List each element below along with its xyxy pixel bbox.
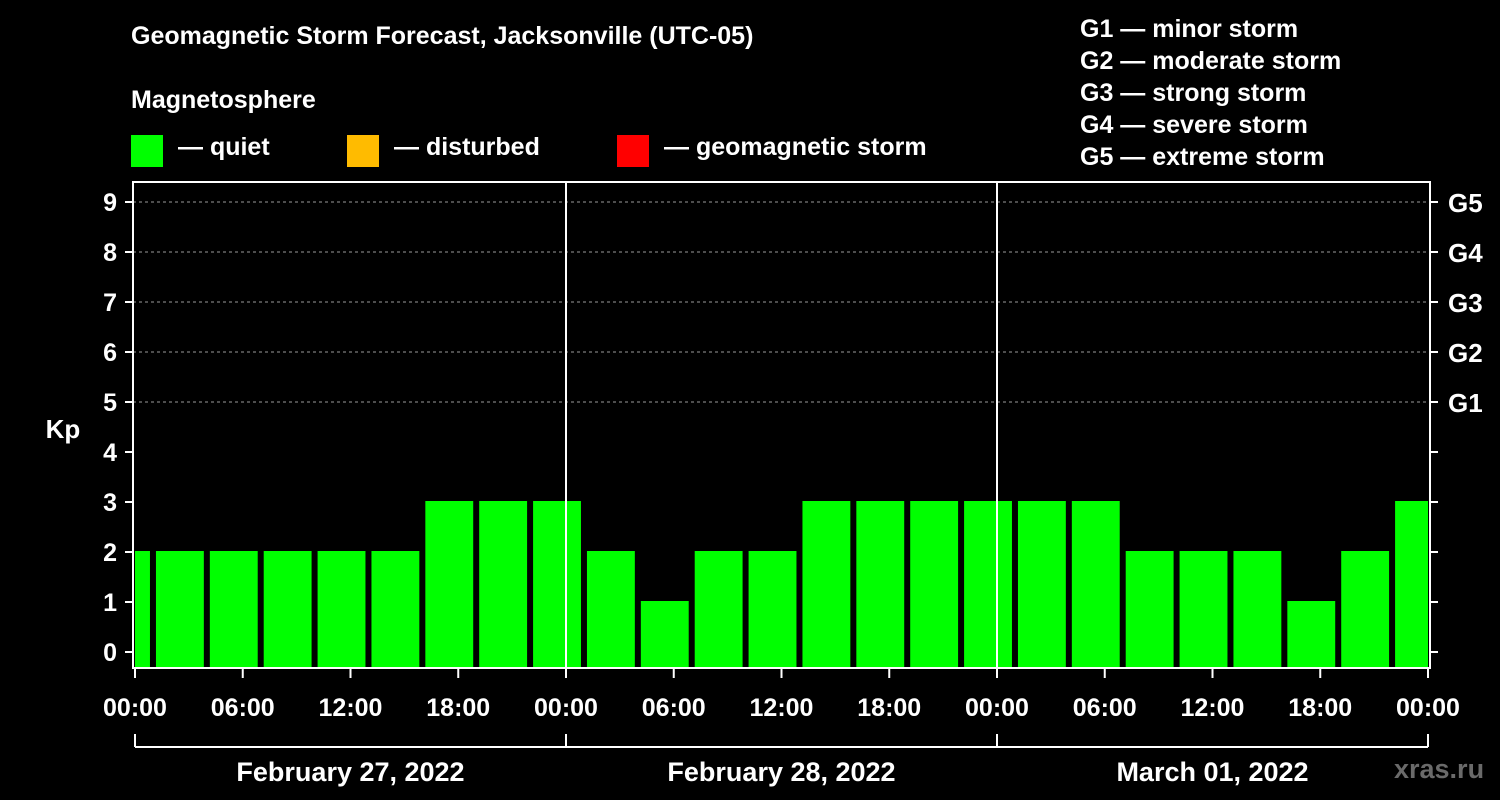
kp-bar-15 [910,501,959,668]
kp-bar-23 [1341,551,1390,668]
kp-bar-5 [371,551,420,668]
y-tick-label-4: 4 [103,439,117,467]
y-tick-label-7: 7 [103,289,117,317]
kp-bar-21 [1233,551,1282,668]
x-tick-label-12: 00:00 [1396,694,1460,722]
x-tick-label-5: 06:00 [642,694,706,722]
g-level-axis-label-g5: G5 [1448,188,1483,218]
kp-bar-18 [1071,501,1120,668]
y-tick-label-9: 9 [103,189,117,217]
y-tick-label-3: 3 [103,489,117,517]
legend-swatch-storm [617,135,649,167]
kp-bar-20 [1179,551,1228,668]
x-tick-label-7: 18:00 [857,694,921,722]
kp-bar-9 [586,551,635,668]
y-tick-label-0: 0 [103,639,117,667]
g-level-axis-label-g2: G2 [1448,338,1483,368]
kp-bar-2 [209,551,258,668]
y-tick-label-8: 8 [103,239,117,267]
watermark: xras.ru [1394,754,1485,784]
kp-bar-16 [964,501,1012,668]
storm-level-g2: G2 — moderate storm [1080,47,1342,75]
kp-bar-8 [533,501,581,668]
legend-swatch-disturbed [347,135,379,167]
legend-swatch-quiet [131,135,163,167]
x-tick-label-1: 06:00 [211,694,275,722]
storm-level-g4: G4 — severe storm [1080,111,1308,139]
x-tick-label-8: 00:00 [965,694,1029,722]
g-level-axis-label-g3: G3 [1448,288,1483,318]
kp-bar-11 [694,551,743,668]
storm-level-g5: G5 — extreme storm [1080,143,1325,171]
date-label-2: March 01, 2022 [1116,757,1308,787]
kp-bar-7 [479,501,528,668]
storm-level-g1: G1 — minor storm [1080,15,1299,43]
legend-label-quiet: — quiet [178,133,270,161]
date-label-0: February 27, 2022 [236,757,464,787]
x-tick-label-6: 12:00 [750,694,814,722]
legend-label-storm: — geomagnetic storm [664,133,927,161]
kp-bar-22 [1287,601,1336,668]
x-tick-label-2: 12:00 [319,694,383,722]
storm-level-g3: G3 — strong storm [1080,79,1307,107]
g-level-axis-label-g1: G1 [1448,388,1483,418]
y-tick-label-2: 2 [103,539,117,567]
kp-bar-4 [317,551,366,668]
y-axis-title: Kp [46,414,81,444]
kp-bar-1 [155,551,204,668]
chart-title: Geomagnetic Storm Forecast, Jacksonville… [131,22,754,50]
date-label-1: February 28, 2022 [667,757,895,787]
kp-bar-13 [802,501,851,668]
kp-bar-0 [135,551,150,668]
kp-bar-6 [425,501,474,668]
magnetosphere-legend-title: Magnetosphere [131,86,316,114]
kp-bar-17 [1017,501,1066,668]
y-tick-label-5: 5 [103,389,117,417]
x-tick-label-11: 18:00 [1288,694,1352,722]
x-tick-label-0: 00:00 [103,694,167,722]
kp-bar-3 [263,551,312,668]
kp-bar-24 [1395,501,1428,668]
legend-label-disturbed: — disturbed [394,133,540,161]
kp-bar-19 [1125,551,1174,668]
y-tick-label-6: 6 [103,339,117,367]
kp-bar-12 [748,551,797,668]
x-tick-label-4: 00:00 [534,694,598,722]
x-tick-label-3: 18:00 [426,694,490,722]
kp-bar-14 [856,501,905,668]
y-tick-label-1: 1 [103,589,117,617]
x-tick-label-10: 12:00 [1181,694,1245,722]
kp-bar-10 [640,601,689,668]
x-tick-label-9: 06:00 [1073,694,1137,722]
g-level-axis-label-g4: G4 [1448,238,1483,268]
